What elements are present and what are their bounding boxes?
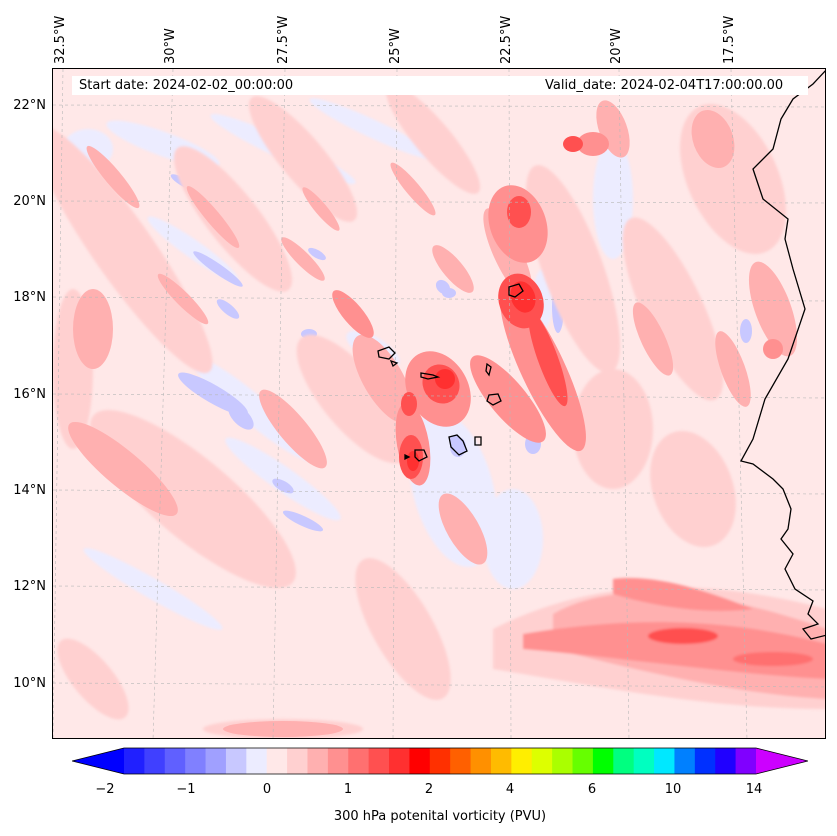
colorbar-cell xyxy=(613,748,635,774)
colorbar-cell xyxy=(654,748,675,774)
colorbar-cell xyxy=(409,748,431,774)
cb-tick-6: 6 xyxy=(587,782,597,797)
colorbar-cell xyxy=(266,748,288,774)
cb-tick-1: 1 xyxy=(343,782,353,797)
cape-verde-maio xyxy=(474,436,482,446)
cape-verde-sal xyxy=(485,362,492,377)
cape-verde-santo-antao xyxy=(377,346,396,360)
colorbar-cell xyxy=(694,748,716,774)
colorbar-cell xyxy=(287,748,308,774)
lat-label-14n: 14°N xyxy=(13,483,46,498)
pv-field-map xyxy=(53,69,825,738)
colorbar-cell xyxy=(429,748,451,774)
colorbar-cell xyxy=(735,748,757,774)
cb-tick-4: 4 xyxy=(505,782,515,797)
cb-tick-2: 2 xyxy=(424,782,434,797)
colorbar-cell xyxy=(531,748,553,774)
west-africa-coastline xyxy=(740,70,825,640)
lon-label-27-5w: 27.5°W xyxy=(276,15,291,64)
colorbar-cell xyxy=(633,748,655,774)
cape-verde-fogo xyxy=(414,449,428,462)
lat-label-12n: 12°N xyxy=(13,579,46,594)
lon-label-17-5w: 17.5°W xyxy=(722,15,737,64)
colorbar-cell xyxy=(348,748,370,774)
lat-label-20n: 20°N xyxy=(13,194,46,209)
header-band xyxy=(72,76,808,95)
cape-verde-boa-vista xyxy=(486,393,502,406)
colorbar-cell xyxy=(470,748,492,774)
cape-verde-sao-vicente xyxy=(389,359,399,368)
colorbar-cell xyxy=(511,748,533,774)
map-panel[interactable] xyxy=(52,68,826,739)
cb-tick-minus-1: −1 xyxy=(176,782,196,797)
cb-tick-minus-2: −2 xyxy=(95,782,115,797)
colorbar-extend-min xyxy=(72,748,124,774)
coastal-islet-north xyxy=(508,283,524,298)
colorbar-cell xyxy=(592,748,614,774)
valid-date-label: Valid_date: 2024-02-04T17:00:00.00 xyxy=(545,78,784,93)
gridlines xyxy=(53,69,825,738)
colorbar xyxy=(72,747,808,775)
colorbar-cell xyxy=(185,748,207,774)
colorbar-cell xyxy=(368,748,390,774)
colorbar-cell xyxy=(552,748,574,774)
lon-label-32-5w: 32.5°W xyxy=(53,15,68,64)
colorbar-cell xyxy=(205,748,227,774)
lat-label-18n: 18°N xyxy=(13,290,46,305)
lon-label-25w: 25°W xyxy=(388,28,403,64)
colorbar-cell xyxy=(144,748,166,774)
positive-pv-peak xyxy=(407,281,536,471)
colorbar-cell xyxy=(164,748,186,774)
colorbar-cell xyxy=(327,748,349,774)
lat-label-10n: 10°N xyxy=(13,676,46,691)
positive-pv-streaks-light xyxy=(53,84,786,738)
lat-label-22n: 22°N xyxy=(13,98,46,113)
start-date-label: Start date: 2024-02-02_00:00:00 xyxy=(79,78,294,93)
colorbar-label: 300 hPa potenital vorticity (PVU) xyxy=(333,809,547,824)
positive-pv-southern-band xyxy=(493,578,825,709)
colorbar-cell xyxy=(389,748,410,774)
colorbar-cell xyxy=(674,748,696,774)
cb-tick-0: 0 xyxy=(262,782,272,797)
coastlines xyxy=(377,70,825,640)
colorbar-cell xyxy=(715,748,737,774)
lon-label-30w: 30°W xyxy=(163,28,178,64)
cape-verde-sao-nicolau xyxy=(420,372,441,380)
lon-label-22-5w: 22.5°W xyxy=(499,15,514,64)
cb-tick-14: 14 xyxy=(745,782,763,797)
colorbar-cell xyxy=(246,748,268,774)
colorbar-cell xyxy=(490,748,512,774)
lat-label-16n: 16°N xyxy=(13,387,46,402)
colorbar-cell xyxy=(572,748,594,774)
colorbar-cell xyxy=(450,748,472,774)
colorbar-cell xyxy=(225,748,247,774)
colorbar-cell xyxy=(124,748,145,774)
colorbar-extend-max xyxy=(756,748,808,774)
cape-verde-brava xyxy=(404,453,411,461)
lon-label-20w: 20°W xyxy=(609,28,624,64)
colorbar-outline xyxy=(72,747,808,775)
cape-verde-santiago xyxy=(448,434,468,456)
cb-tick-10: 10 xyxy=(664,782,682,797)
colorbar-cell xyxy=(307,748,329,774)
